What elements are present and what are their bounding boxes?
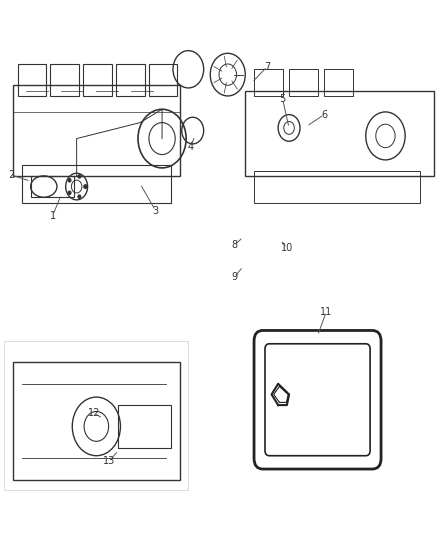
Bar (31, 176, 74, 197)
Bar (50, 64, 79, 96)
Bar (22, 165, 171, 203)
Bar (118, 405, 171, 448)
Text: 9: 9 (231, 272, 237, 282)
Circle shape (68, 191, 71, 195)
Circle shape (68, 179, 71, 182)
Bar (13, 85, 180, 176)
Text: 6: 6 (321, 110, 327, 119)
Bar (245, 91, 434, 176)
Text: 4: 4 (187, 142, 194, 151)
Text: 11: 11 (320, 307, 332, 317)
Bar (149, 64, 177, 96)
Bar (18, 64, 46, 96)
Text: 10: 10 (281, 243, 293, 253)
Bar (83, 64, 112, 96)
Circle shape (78, 175, 81, 178)
Text: 12: 12 (88, 408, 100, 418)
Text: 3: 3 (152, 206, 159, 215)
Bar (324, 69, 353, 96)
Bar (4, 341, 188, 490)
Bar (254, 69, 283, 96)
Text: 2: 2 (8, 170, 14, 180)
Circle shape (84, 185, 87, 188)
Bar (116, 64, 145, 96)
Text: 13: 13 (103, 456, 116, 466)
Text: 5: 5 (279, 94, 286, 103)
Text: 8: 8 (231, 240, 237, 250)
Circle shape (78, 195, 81, 198)
Text: 7: 7 (264, 62, 270, 71)
Bar (254, 171, 420, 203)
Bar (289, 69, 318, 96)
Text: 1: 1 (49, 211, 56, 221)
Bar (13, 362, 180, 480)
Circle shape (84, 185, 87, 188)
